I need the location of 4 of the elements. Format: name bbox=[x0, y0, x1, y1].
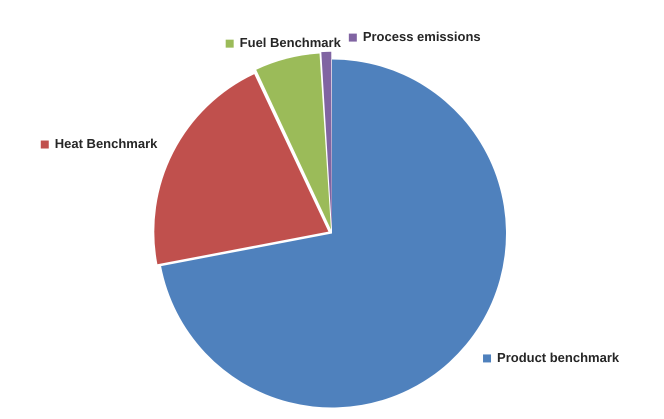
legend-label: Fuel Benchmark bbox=[240, 35, 342, 50]
legend-label: Product benchmark bbox=[497, 350, 620, 366]
legend-label: Process emissions bbox=[362, 29, 481, 44]
legend-label: Heat Benchmark bbox=[54, 136, 158, 152]
